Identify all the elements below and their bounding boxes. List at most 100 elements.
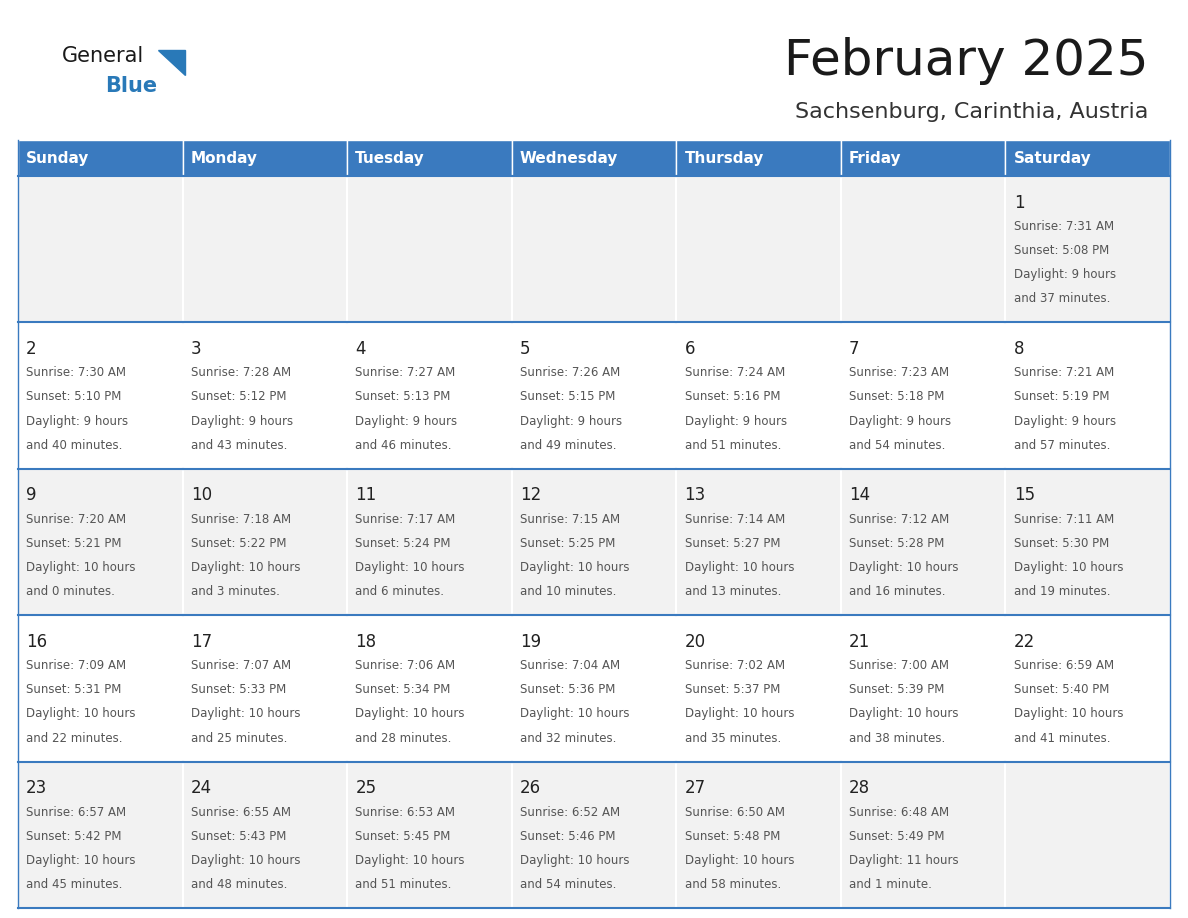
Bar	[347, 762, 512, 908]
Text: Sunset: 5:10 PM: Sunset: 5:10 PM	[26, 390, 121, 404]
Text: Sunset: 5:34 PM: Sunset: 5:34 PM	[355, 683, 450, 696]
Bar	[512, 762, 676, 908]
Text: Sunrise: 6:59 AM: Sunrise: 6:59 AM	[1013, 659, 1114, 672]
Text: Daylight: 10 hours: Daylight: 10 hours	[191, 561, 301, 574]
Text: Sunset: 5:16 PM: Sunset: 5:16 PM	[684, 390, 781, 404]
Text: 25: 25	[355, 779, 377, 797]
Text: Daylight: 10 hours: Daylight: 10 hours	[1013, 561, 1123, 574]
Text: 18: 18	[355, 633, 377, 651]
Text: and 46 minutes.: and 46 minutes.	[355, 439, 451, 452]
Bar	[18, 176, 183, 322]
Text: 5: 5	[520, 340, 531, 358]
Text: 24: 24	[191, 779, 211, 797]
Text: Wednesday: Wednesday	[520, 151, 618, 165]
Bar	[841, 762, 1005, 908]
Bar	[183, 762, 347, 908]
Text: Daylight: 9 hours: Daylight: 9 hours	[520, 415, 623, 428]
Text: 21: 21	[849, 633, 871, 651]
Text: Daylight: 10 hours: Daylight: 10 hours	[520, 708, 630, 721]
Text: Sunset: 5:28 PM: Sunset: 5:28 PM	[849, 537, 944, 550]
Text: Sunrise: 6:55 AM: Sunrise: 6:55 AM	[191, 805, 291, 819]
Text: Daylight: 10 hours: Daylight: 10 hours	[26, 708, 135, 721]
Bar	[183, 176, 347, 322]
Text: Sunrise: 7:31 AM: Sunrise: 7:31 AM	[1013, 220, 1114, 233]
Bar	[18, 469, 183, 615]
Text: Sunset: 5:27 PM: Sunset: 5:27 PM	[684, 537, 781, 550]
Text: and 40 minutes.: and 40 minutes.	[26, 439, 122, 452]
Text: 13: 13	[684, 487, 706, 504]
Text: Sunset: 5:19 PM: Sunset: 5:19 PM	[1013, 390, 1110, 404]
Text: Sunset: 5:46 PM: Sunset: 5:46 PM	[520, 830, 615, 843]
Text: Sachsenburg, Carinthia, Austria: Sachsenburg, Carinthia, Austria	[795, 102, 1148, 122]
Text: and 37 minutes.: and 37 minutes.	[1013, 293, 1110, 306]
Bar	[512, 140, 676, 176]
Bar	[183, 469, 347, 615]
Text: and 48 minutes.: and 48 minutes.	[191, 878, 287, 891]
Text: Daylight: 10 hours: Daylight: 10 hours	[520, 561, 630, 574]
Text: Sunset: 5:25 PM: Sunset: 5:25 PM	[520, 537, 615, 550]
Text: and 16 minutes.: and 16 minutes.	[849, 585, 946, 599]
Text: 23: 23	[26, 779, 48, 797]
Text: 2: 2	[26, 340, 37, 358]
Bar	[676, 322, 841, 469]
Text: 1: 1	[1013, 194, 1024, 211]
Text: February 2025: February 2025	[784, 37, 1148, 85]
Text: Daylight: 10 hours: Daylight: 10 hours	[849, 708, 959, 721]
Text: Sunset: 5:42 PM: Sunset: 5:42 PM	[26, 830, 121, 843]
Bar	[512, 615, 676, 762]
Text: Sunrise: 6:50 AM: Sunrise: 6:50 AM	[684, 805, 784, 819]
Bar	[676, 140, 841, 176]
Text: 11: 11	[355, 487, 377, 504]
Text: and 13 minutes.: and 13 minutes.	[684, 585, 781, 599]
Text: and 51 minutes.: and 51 minutes.	[355, 878, 451, 891]
Bar	[18, 615, 183, 762]
Bar	[676, 615, 841, 762]
Text: Monday: Monday	[191, 151, 258, 165]
Text: Daylight: 9 hours: Daylight: 9 hours	[1013, 268, 1116, 281]
Bar	[183, 615, 347, 762]
Text: Sunrise: 7:17 AM: Sunrise: 7:17 AM	[355, 513, 456, 526]
Text: Daylight: 10 hours: Daylight: 10 hours	[191, 708, 301, 721]
Text: 17: 17	[191, 633, 211, 651]
Text: and 49 minutes.: and 49 minutes.	[520, 439, 617, 452]
Text: Daylight: 10 hours: Daylight: 10 hours	[26, 854, 135, 867]
Text: General: General	[62, 46, 144, 66]
Bar	[183, 322, 347, 469]
Text: and 58 minutes.: and 58 minutes.	[684, 878, 781, 891]
Text: Saturday: Saturday	[1013, 151, 1092, 165]
Text: and 22 minutes.: and 22 minutes.	[26, 732, 122, 744]
Text: Daylight: 10 hours: Daylight: 10 hours	[684, 854, 794, 867]
Text: Sunset: 5:22 PM: Sunset: 5:22 PM	[191, 537, 286, 550]
Text: Sunrise: 7:14 AM: Sunrise: 7:14 AM	[684, 513, 785, 526]
Text: and 35 minutes.: and 35 minutes.	[684, 732, 781, 744]
Text: Daylight: 10 hours: Daylight: 10 hours	[520, 854, 630, 867]
Text: 4: 4	[355, 340, 366, 358]
Text: Daylight: 9 hours: Daylight: 9 hours	[849, 415, 952, 428]
Text: and 51 minutes.: and 51 minutes.	[684, 439, 781, 452]
Text: Sunrise: 7:20 AM: Sunrise: 7:20 AM	[26, 513, 126, 526]
Text: and 25 minutes.: and 25 minutes.	[191, 732, 287, 744]
Text: 20: 20	[684, 633, 706, 651]
Bar	[512, 176, 676, 322]
Text: 28: 28	[849, 779, 871, 797]
Text: Daylight: 9 hours: Daylight: 9 hours	[1013, 415, 1116, 428]
Text: and 32 minutes.: and 32 minutes.	[520, 732, 617, 744]
Text: Sunrise: 7:28 AM: Sunrise: 7:28 AM	[191, 366, 291, 379]
Bar	[18, 322, 183, 469]
Bar	[841, 469, 1005, 615]
Text: Daylight: 10 hours: Daylight: 10 hours	[355, 561, 465, 574]
Text: Sunset: 5:08 PM: Sunset: 5:08 PM	[1013, 244, 1108, 257]
Text: 8: 8	[1013, 340, 1024, 358]
Bar	[1005, 615, 1170, 762]
Text: 9: 9	[26, 487, 37, 504]
Text: Sunrise: 7:04 AM: Sunrise: 7:04 AM	[520, 659, 620, 672]
Text: Daylight: 9 hours: Daylight: 9 hours	[355, 415, 457, 428]
Text: Sunrise: 7:30 AM: Sunrise: 7:30 AM	[26, 366, 126, 379]
Text: Sunday: Sunday	[26, 151, 89, 165]
Polygon shape	[158, 50, 185, 75]
Text: and 28 minutes.: and 28 minutes.	[355, 732, 451, 744]
Bar	[1005, 469, 1170, 615]
Bar	[841, 176, 1005, 322]
Text: and 6 minutes.: and 6 minutes.	[355, 585, 444, 599]
Bar	[347, 176, 512, 322]
